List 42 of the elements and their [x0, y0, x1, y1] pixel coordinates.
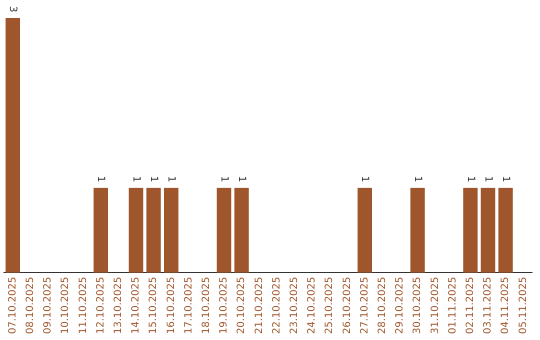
x-tick-label: 18.10.2025: [200, 276, 212, 334]
x-tick-label: 30.10.2025: [412, 276, 424, 334]
data-label: 1: [148, 176, 160, 182]
x-tick-label: 14.10.2025: [130, 276, 142, 334]
x-tick-label: 15.10.2025: [148, 276, 160, 334]
x-tick-label: 02.11.2025: [464, 276, 476, 334]
x-tick-label: 26.10.2025: [342, 276, 353, 334]
x-tick-label: 05.11.2025: [518, 276, 529, 334]
x-tick-label: 20.10.2025: [236, 276, 248, 334]
x-tick-label: 01.11.2025: [447, 276, 458, 334]
data-label: 1: [482, 176, 494, 182]
x-tick-label: 23.10.2025: [288, 276, 300, 334]
x-tick-label: 21.10.2025: [254, 276, 265, 334]
data-label: 3: [7, 6, 18, 12]
data-label: 1: [166, 176, 177, 182]
data-label: 1: [95, 176, 106, 182]
x-tick-label: 09.10.2025: [42, 276, 54, 334]
x-tick-label: 27.10.2025: [359, 276, 370, 334]
data-label: 1: [464, 176, 476, 182]
data-label: 1: [359, 176, 370, 182]
data-label: 1: [130, 176, 142, 182]
data-label: 1: [236, 176, 248, 182]
x-tick-label: 10.10.2025: [60, 276, 72, 334]
x-tick-label: 29.10.2025: [394, 276, 406, 334]
data-label: 1: [218, 176, 230, 182]
x-tick-label: 31.10.2025: [430, 276, 441, 334]
x-tick-label: 24.10.2025: [306, 276, 318, 334]
x-tick-label: 22.10.2025: [271, 276, 282, 334]
x-tick-label: 07.10.2025: [7, 276, 18, 334]
data-label: 1: [412, 176, 424, 182]
x-tick-label: 12.10.2025: [95, 276, 106, 334]
x-tick-label: 04.11.2025: [500, 276, 512, 334]
data-label: 1: [500, 176, 512, 182]
x-tick-label: 17.10.2025: [183, 276, 194, 334]
x-tick-label: 03.11.2025: [482, 276, 494, 334]
x-tick-label: 28.10.2025: [376, 276, 388, 334]
x-tick-label: 25.10.2025: [324, 276, 336, 334]
x-tick-label: 16.10.2025: [166, 276, 177, 334]
x-tick-label: 19.10.2025: [218, 276, 230, 334]
x-tick-label: 11.10.2025: [78, 276, 89, 334]
x-tick-label: 08.10.2025: [24, 276, 36, 334]
x-tick-label: 13.10.2025: [112, 276, 124, 334]
